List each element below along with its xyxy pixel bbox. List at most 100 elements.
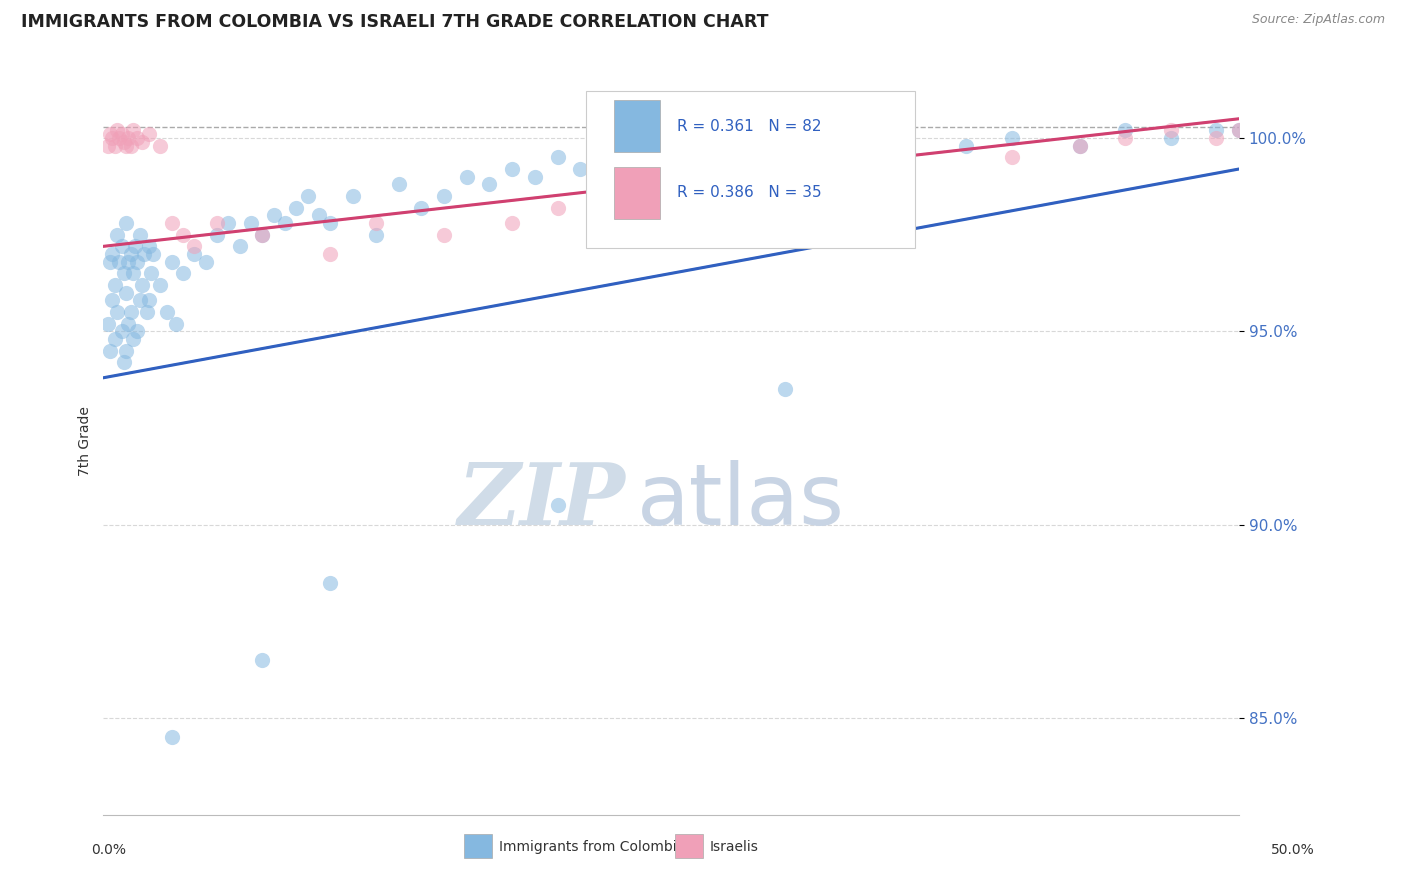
Point [172, 266, 194, 280]
Point [127, 131, 149, 145]
Point [411, 201, 433, 215]
Point [101, 131, 124, 145]
Point [165, 317, 187, 331]
Point [115, 343, 138, 358]
Point [98, 254, 121, 268]
Point [1001, 131, 1024, 145]
Point [98, 127, 121, 141]
Point [115, 285, 138, 300]
Point [138, 127, 160, 141]
Point [252, 653, 274, 667]
Point [523, 169, 546, 184]
Point [124, 239, 146, 253]
Text: R = 0.386   N = 35: R = 0.386 N = 35 [676, 186, 821, 200]
Point [1114, 131, 1136, 145]
Text: Source: ZipAtlas.com: Source: ZipAtlas.com [1251, 13, 1385, 27]
FancyBboxPatch shape [586, 91, 915, 248]
Point [98, 343, 121, 358]
Point [194, 254, 217, 268]
Point [101, 293, 124, 308]
Point [228, 239, 250, 253]
Point [297, 189, 319, 203]
Point [818, 138, 841, 153]
Point [108, 131, 131, 145]
Point [501, 161, 523, 176]
Point [1227, 123, 1250, 137]
Point [131, 135, 153, 149]
Point [104, 332, 127, 346]
Point [105, 123, 128, 137]
Point [128, 227, 150, 242]
Point [110, 127, 132, 141]
Point [97, 317, 120, 331]
Text: IMMIGRANTS FROM COLOMBIA VS ISRAELI 7TH GRADE CORRELATION CHART: IMMIGRANTS FROM COLOMBIA VS ISRAELI 7TH … [21, 13, 769, 31]
Point [160, 731, 183, 745]
Point [117, 317, 139, 331]
Text: atlas: atlas [637, 459, 845, 542]
Point [1205, 131, 1227, 145]
Text: Israelis: Israelis [710, 839, 759, 854]
Point [388, 178, 411, 192]
Point [478, 178, 501, 192]
Point [105, 305, 128, 319]
Point [285, 201, 308, 215]
Point [1114, 123, 1136, 137]
Point [217, 216, 239, 230]
Point [1160, 123, 1182, 137]
Point [205, 216, 228, 230]
Point [115, 138, 138, 153]
Point [887, 123, 910, 137]
Y-axis label: 7th Grade: 7th Grade [79, 407, 93, 476]
Text: 0.0%: 0.0% [91, 843, 127, 857]
Point [252, 227, 274, 242]
Point [183, 247, 205, 261]
Point [659, 189, 682, 203]
Text: Immigrants from Colombia: Immigrants from Colombia [499, 839, 685, 854]
Point [252, 227, 274, 242]
Point [115, 216, 138, 230]
Point [592, 150, 614, 164]
Point [1160, 131, 1182, 145]
Text: 50.0%: 50.0% [1271, 843, 1315, 857]
Point [773, 178, 796, 192]
Point [104, 138, 127, 153]
Point [319, 247, 342, 261]
Point [547, 201, 569, 215]
Point [117, 254, 139, 268]
Point [117, 131, 139, 145]
Point [160, 254, 183, 268]
Bar [614, 167, 659, 219]
Point [1069, 138, 1091, 153]
Point [456, 169, 478, 184]
Point [1205, 123, 1227, 137]
Bar [614, 100, 659, 153]
Point [97, 138, 120, 153]
Point [274, 216, 297, 230]
Point [263, 208, 285, 222]
Point [149, 277, 172, 292]
Point [104, 277, 127, 292]
Point [134, 247, 156, 261]
Point [1227, 123, 1250, 137]
Point [183, 239, 205, 253]
Point [122, 266, 145, 280]
Point [433, 189, 456, 203]
Point [112, 266, 135, 280]
Point [240, 216, 263, 230]
Point [955, 138, 977, 153]
Point [1069, 138, 1091, 153]
Point [319, 575, 342, 590]
Point [142, 247, 165, 261]
Point [706, 150, 728, 164]
Point [149, 138, 172, 153]
Point [364, 227, 387, 242]
Point [342, 189, 364, 203]
Point [120, 247, 142, 261]
Point [773, 382, 796, 396]
Point [433, 227, 456, 242]
Point [105, 227, 128, 242]
Point [773, 131, 796, 145]
Point [308, 208, 330, 222]
Point [659, 138, 682, 153]
Point [319, 216, 342, 230]
